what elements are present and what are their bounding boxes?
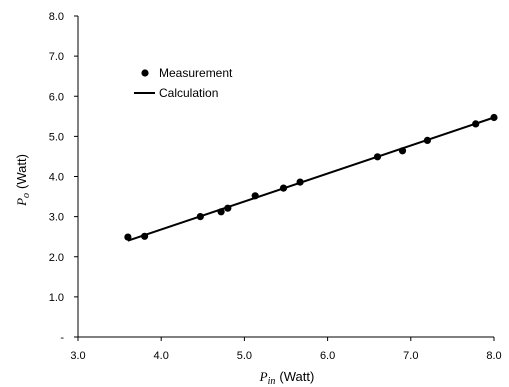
- x-axis-ticks: 3.0 4.0 5.0 6.0 7.0 8.0: [70, 337, 502, 362]
- y-axis-title-unit: (Watt): [14, 154, 29, 189]
- legend-measurement-label: Measurement: [159, 66, 233, 80]
- x-tick-label: 5.0: [237, 350, 252, 362]
- y-tick-label: 7.0: [49, 51, 64, 63]
- measurement-point: [490, 113, 498, 122]
- x-tick-label: 4.0: [154, 350, 169, 362]
- legend: Measurement Calculation: [134, 66, 233, 100]
- x-tick-label: 7.0: [403, 350, 418, 362]
- measurement-point: [196, 213, 204, 221]
- measurement-point: [224, 204, 232, 212]
- x-axis-title: Pin (Watt): [259, 369, 315, 387]
- y-axis-title-subscript: o: [21, 193, 32, 198]
- x-axis-title-subscript: in: [268, 376, 276, 387]
- measurement-series: [124, 113, 498, 241]
- y-tick-label: 1.0: [49, 292, 64, 304]
- x-tick-label: 8.0: [486, 350, 501, 362]
- calculation-series: [127, 116, 495, 242]
- axes: [77, 16, 494, 338]
- y-tick-label: 3.0: [49, 212, 64, 224]
- y-axis-title: Po (Watt): [14, 154, 32, 207]
- legend-calculation-label: Calculation: [159, 86, 218, 100]
- x-tick-label: 3.0: [70, 350, 85, 362]
- measurement-point: [141, 232, 149, 240]
- measurement-point: [373, 153, 382, 161]
- y-tick-label: 8.0: [49, 11, 64, 23]
- measurement-point: [423, 136, 431, 144]
- x-tick-label: 6.0: [320, 350, 335, 362]
- y-tick-label: -: [60, 332, 64, 344]
- measurement-point: [124, 233, 132, 241]
- measurement-point: [279, 184, 288, 192]
- x-axis-title-symbol: P: [259, 369, 268, 384]
- measurement-point: [472, 120, 480, 128]
- calculation-line: [127, 116, 495, 242]
- y-axis-ticks: - 1.0 2.0 3.0 4.0 5.0 6.0 7.0 8.0: [49, 11, 78, 344]
- measurement-point: [217, 208, 225, 216]
- y-tick-label: 4.0: [49, 172, 64, 184]
- y-tick-label: 2.0: [49, 252, 64, 264]
- y-tick-label: 5.0: [49, 131, 64, 143]
- measurement-point: [251, 192, 259, 200]
- y-tick-label: 6.0: [49, 91, 64, 103]
- x-axis-title-unit: (Watt): [279, 369, 314, 384]
- legend-measurement-marker: [141, 69, 149, 77]
- y-axis-title-symbol: P: [14, 198, 29, 207]
- measurement-point: [398, 147, 407, 155]
- measurement-point: [296, 178, 304, 186]
